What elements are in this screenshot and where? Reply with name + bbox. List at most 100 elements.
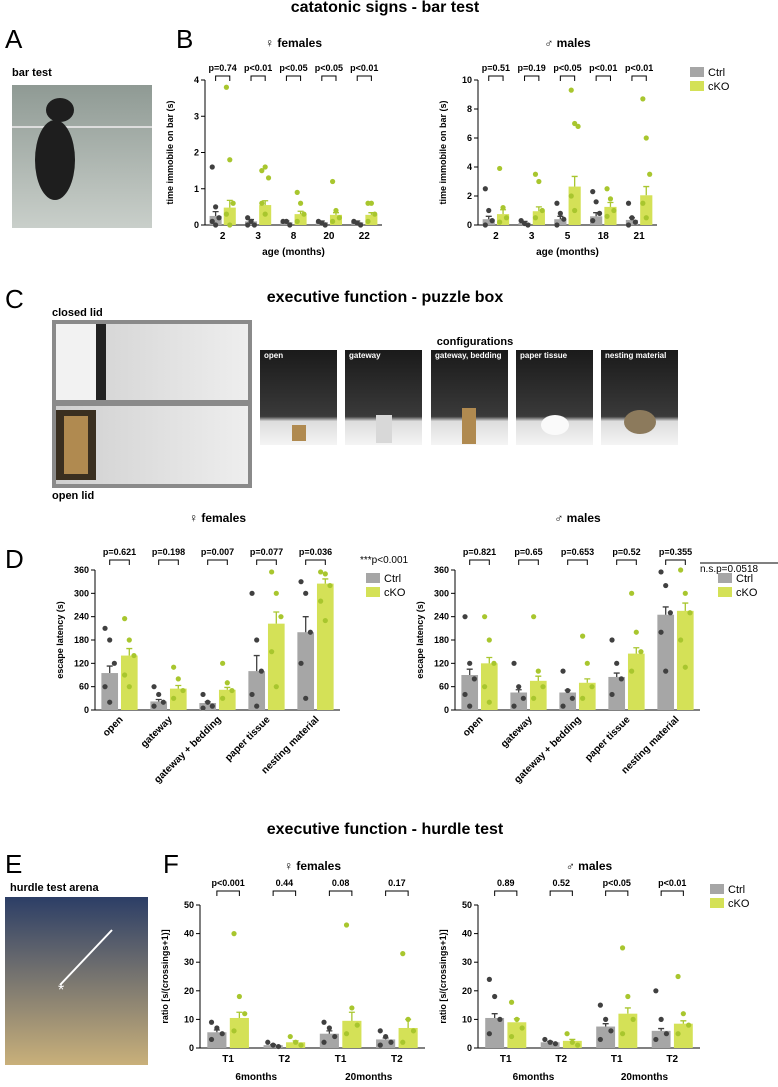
error-bar [535, 206, 542, 212]
svg-text:*: * [58, 982, 64, 999]
data-point [625, 222, 632, 228]
error-bar [515, 689, 522, 693]
data-point [321, 1039, 327, 1045]
bar [657, 614, 675, 710]
p-value: p=0.621 [103, 547, 136, 557]
data-point [486, 699, 492, 705]
p-value: p=0.653 [561, 547, 594, 557]
data-point [663, 668, 669, 674]
data-point [503, 215, 510, 221]
p-bracket [518, 559, 539, 565]
data-point [619, 945, 626, 951]
bar [199, 703, 217, 710]
y-tick-label: 2 [194, 148, 199, 158]
error-bar [613, 672, 620, 677]
error-bar [658, 1027, 665, 1031]
data-point [102, 684, 108, 690]
p-bracket [216, 890, 240, 896]
data-point [301, 211, 307, 217]
x-tick-label: T2 [666, 1054, 678, 1065]
chart-title: ♀ females [189, 511, 246, 525]
y-tick-label: 4 [467, 162, 472, 172]
legend-label: cKO [384, 587, 406, 599]
data-point [630, 1016, 636, 1023]
bar [568, 186, 581, 225]
p-value: 0.52 [552, 878, 570, 888]
bar [485, 1017, 505, 1048]
data-point [560, 703, 566, 709]
error-bar [607, 201, 614, 207]
y-tick-label: 3 [194, 111, 199, 121]
data-point [336, 215, 342, 221]
data-point [400, 951, 406, 957]
data-point [265, 1039, 271, 1045]
data-point [227, 157, 233, 163]
error-bar [155, 698, 162, 702]
data-point [531, 614, 537, 620]
data-point [388, 1039, 394, 1045]
error-bar [326, 1030, 333, 1034]
bar [294, 214, 307, 225]
y-tick-label: 50 [462, 900, 472, 910]
data-point [330, 178, 336, 185]
data-point [259, 168, 265, 174]
p-bracket [524, 75, 540, 81]
section-title: executive function - hurdle test [267, 821, 504, 838]
chart-title: ♂ males [544, 36, 591, 50]
bar [540, 1042, 560, 1048]
data-point [643, 215, 649, 221]
error-bar [126, 647, 133, 656]
data-point [200, 705, 206, 711]
x-tick-label: T1 [500, 1054, 512, 1065]
data-point [497, 219, 503, 225]
data-point [531, 695, 537, 701]
data-point [580, 633, 586, 639]
x-tick-label: 18 [598, 231, 610, 242]
data-point [126, 684, 132, 690]
data-point [242, 1011, 248, 1017]
error-bar [273, 611, 280, 624]
p-bracket [567, 559, 588, 565]
p-bracket [272, 890, 297, 896]
data-point [151, 684, 157, 690]
data-point [126, 637, 132, 643]
y-tick-label: 60 [79, 682, 89, 692]
p-bracket [549, 890, 573, 896]
x-tick-label: 22 [359, 231, 371, 242]
data-point [262, 164, 268, 170]
data-point [107, 699, 113, 705]
error-bar [513, 1018, 520, 1023]
data-point [175, 676, 181, 682]
x-axis-label: age (months) [262, 247, 325, 258]
x-tick-label: 8 [291, 231, 297, 242]
y-tick-label: 0 [189, 1043, 194, 1053]
y-axis-label: escape latency (s) [415, 601, 425, 679]
y-tick-label: 360 [74, 565, 89, 575]
data-point [486, 976, 492, 982]
data-point [208, 1019, 215, 1025]
p-value: p=0.355 [659, 547, 692, 557]
data-point [482, 186, 488, 192]
data-point [471, 676, 477, 682]
data-point [519, 1025, 525, 1031]
y-tick-label: 20 [462, 986, 472, 996]
data-point [596, 210, 603, 216]
y-tick-label: 120 [434, 658, 449, 668]
data-point [516, 684, 522, 690]
data-point [667, 610, 673, 616]
legend-label: Ctrl [728, 884, 745, 896]
data-point [536, 178, 542, 185]
group-label: 20months [621, 1072, 669, 1083]
error-bar [628, 217, 635, 220]
error-bar [405, 1018, 412, 1028]
data-point [326, 1025, 332, 1031]
error-bar [270, 1043, 277, 1046]
legend-swatch [710, 898, 724, 908]
data-point [589, 684, 595, 690]
data-point [575, 1042, 581, 1048]
data-point [273, 684, 279, 690]
y-tick-label: 40 [462, 929, 472, 939]
test-note: n.s.p=0.0518 [700, 564, 759, 575]
data-point [511, 703, 517, 709]
data-point [160, 699, 166, 705]
